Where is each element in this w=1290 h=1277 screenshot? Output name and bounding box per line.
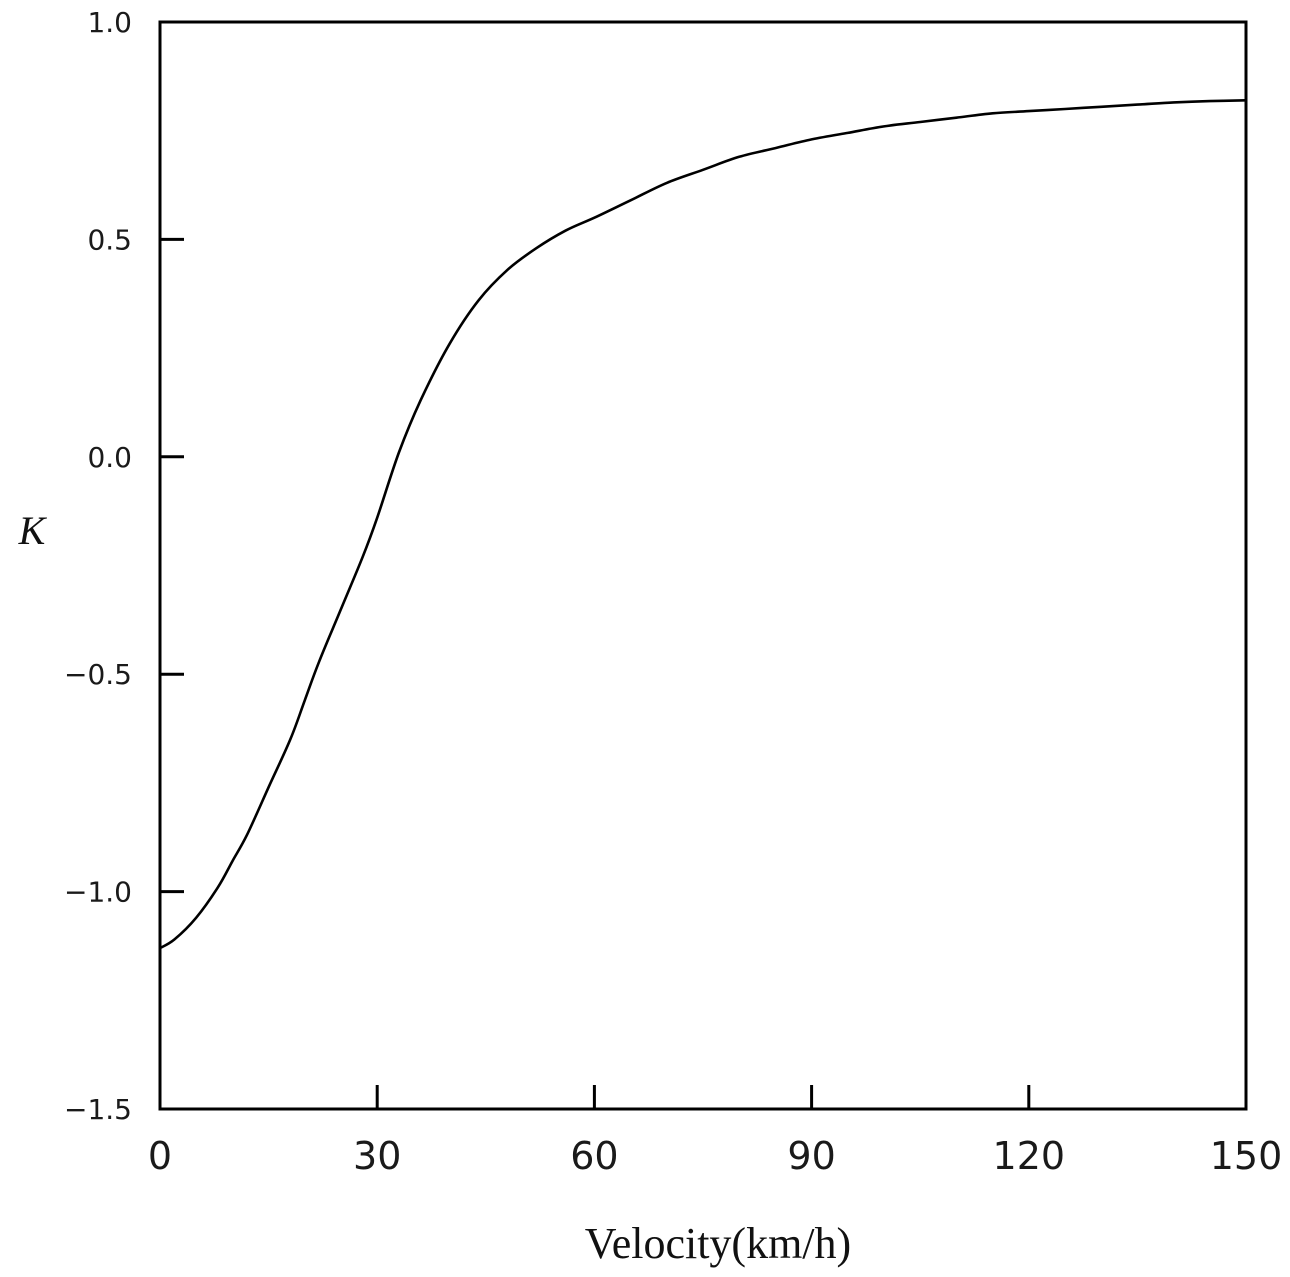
y-axis-title: K — [18, 508, 48, 553]
x-tick-label: 150 — [1210, 1134, 1283, 1178]
x-tick-label: 60 — [570, 1134, 618, 1178]
y-tick-label: 1.0 — [87, 6, 132, 39]
x-axis-ticks: 0 30 60 90 120 150 — [148, 1085, 1282, 1178]
line-series-k — [158, 99, 1248, 950]
plot-frame — [158, 20, 1248, 1111]
x-tick-label: 90 — [787, 1134, 835, 1178]
y-tick-label: −1.0 — [64, 876, 132, 909]
y-axis-ticks: 1.0 0.5 0.0 −0.5 −1.0 −1.5 — [64, 6, 184, 1126]
y-tick-label: 0.5 — [87, 223, 132, 256]
y-tick-label: −0.5 — [64, 658, 132, 691]
x-tick-label: 30 — [353, 1134, 401, 1178]
y-tick-label: 0.0 — [87, 441, 132, 474]
y-tick-label: −1.5 — [64, 1093, 132, 1126]
x-axis-title: Velocity(km/h) — [585, 1219, 851, 1268]
x-tick-label: 0 — [148, 1134, 172, 1178]
x-tick-label: 120 — [993, 1134, 1066, 1178]
